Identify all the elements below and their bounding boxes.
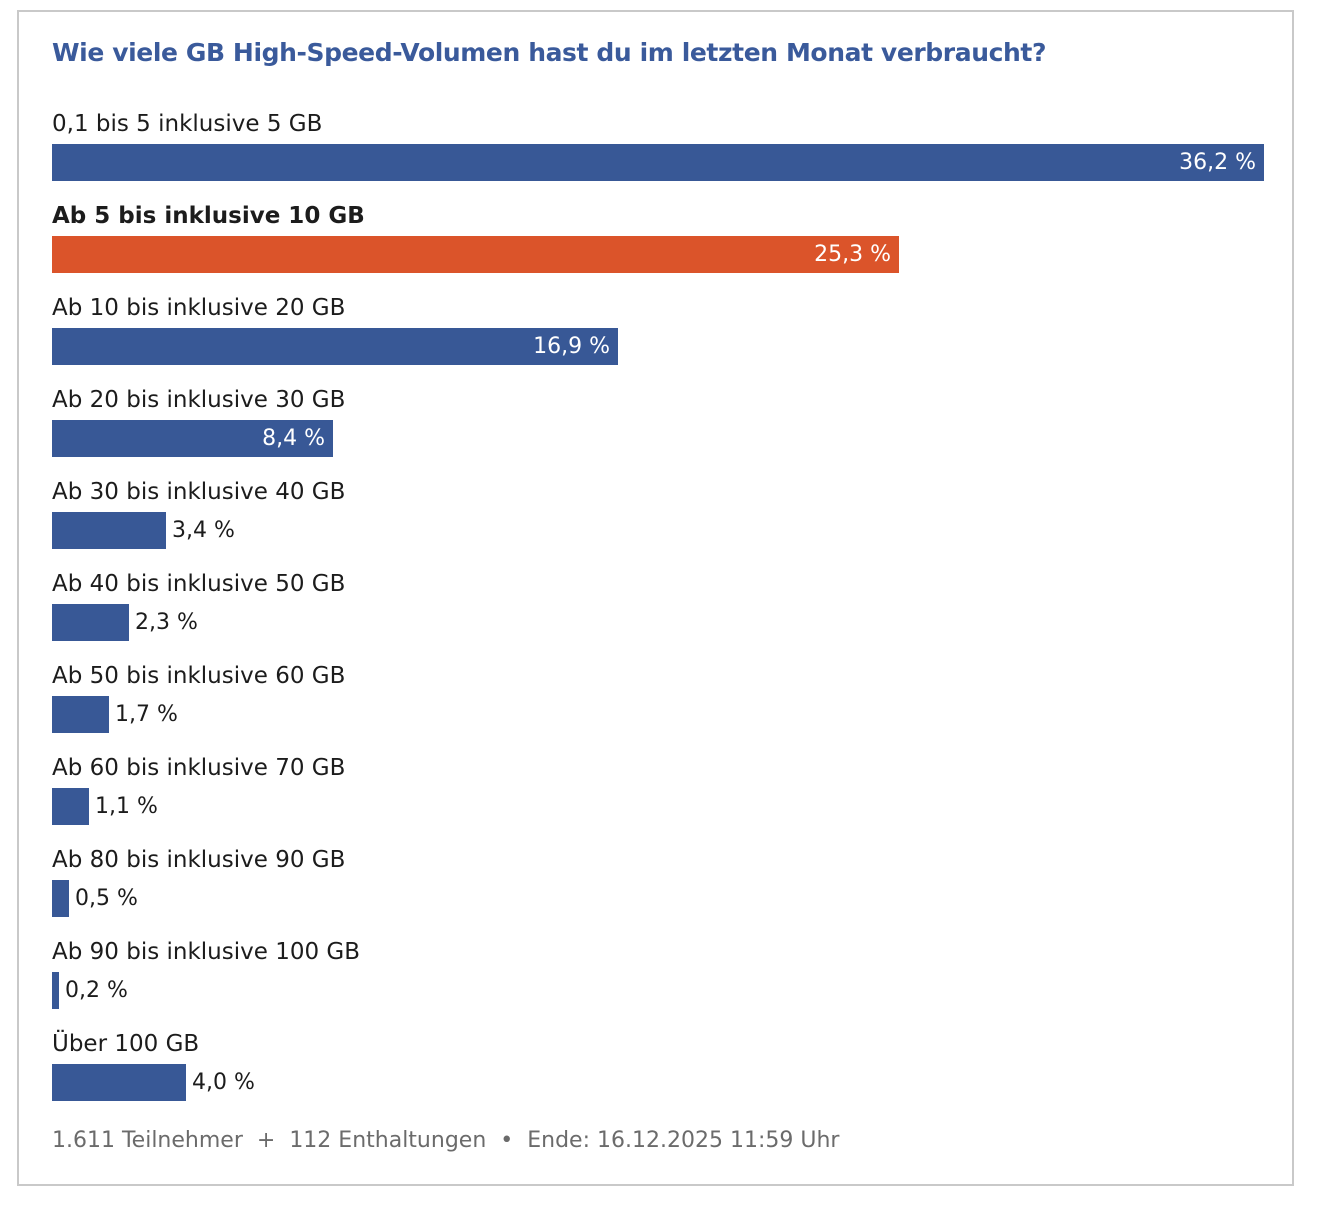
bullet-separator: • <box>500 1128 514 1153</box>
result-bar <box>52 1064 186 1101</box>
option-label: Ab 80 bis inklusive 90 GB <box>52 847 346 873</box>
poll-option: Ab 10 bis inklusive 20 GB 16,9 % <box>52 294 1264 374</box>
percentage-label: 2,3 % <box>135 610 198 635</box>
result-bar <box>52 696 109 733</box>
poll-end-date: Ende: 16.12.2025 11:59 Uhr <box>527 1128 840 1153</box>
percentage-label: 8,4 % <box>262 426 325 451</box>
poll-option: Ab 80 bis inklusive 90 GB 0,5 % <box>52 846 1264 926</box>
option-label: 0,1 bis 5 inklusive 5 GB <box>52 111 323 137</box>
option-label: Ab 50 bis inklusive 60 GB <box>52 663 346 689</box>
poll-option: Ab 5 bis inklusive 10 GB 25,3 % <box>52 202 1264 282</box>
option-label: Ab 40 bis inklusive 50 GB <box>52 571 346 597</box>
option-label: Ab 10 bis inklusive 20 GB <box>52 295 346 321</box>
result-bar <box>52 972 59 1009</box>
poll-option: Ab 50 bis inklusive 60 GB 1,7 % <box>52 662 1264 742</box>
poll-option: Ab 40 bis inklusive 50 GB 2,3 % <box>52 570 1264 650</box>
result-bar <box>52 328 618 365</box>
abstention-count: 112 Enthaltungen <box>289 1128 487 1153</box>
percentage-label: 16,9 % <box>533 334 610 359</box>
poll-option: 0,1 bis 5 inklusive 5 GB 36,2 % <box>52 110 1264 190</box>
plus-separator: + <box>256 1128 276 1153</box>
option-label: Ab 60 bis inklusive 70 GB <box>52 755 346 781</box>
result-bar <box>52 512 166 549</box>
result-bar <box>52 788 89 825</box>
poll-footer: 1.611 Teilnehmer +112 Enthaltungen • Ende: … <box>52 1128 839 1153</box>
poll-option: Über 100 GB 4,0 % <box>52 1030 1264 1110</box>
result-bar <box>52 236 899 273</box>
participant-count: 1.611 Teilnehmer <box>52 1128 243 1153</box>
option-label: Ab 30 bis inklusive 40 GB <box>52 479 346 505</box>
poll-option: Ab 90 bis inklusive 100 GB 0,2 % <box>52 938 1264 1018</box>
result-bar <box>52 604 129 641</box>
option-label: Ab 20 bis inklusive 30 GB <box>52 387 346 413</box>
percentage-label: 36,2 % <box>1179 150 1256 175</box>
poll-option: Ab 30 bis inklusive 40 GB 3,4 % <box>52 478 1264 558</box>
poll-title: Wie viele GB High-Speed-Volumen hast du … <box>52 38 1047 67</box>
poll-card: Wie viele GB High-Speed-Volumen hast du … <box>17 10 1294 1186</box>
result-bar <box>52 420 333 457</box>
option-label: Ab 5 bis inklusive 10 GB <box>52 203 365 229</box>
percentage-label: 1,7 % <box>115 702 178 727</box>
percentage-label: 0,2 % <box>65 978 128 1003</box>
poll-option: Ab 60 bis inklusive 70 GB 1,1 % <box>52 754 1264 834</box>
percentage-label: 1,1 % <box>95 794 158 819</box>
percentage-label: 0,5 % <box>75 886 138 911</box>
option-label: Über 100 GB <box>52 1031 200 1057</box>
result-bar <box>52 144 1264 181</box>
percentage-label: 25,3 % <box>814 242 891 267</box>
percentage-label: 3,4 % <box>172 518 235 543</box>
percentage-label: 4,0 % <box>192 1070 255 1095</box>
option-label: Ab 90 bis inklusive 100 GB <box>52 939 361 965</box>
poll-option: Ab 20 bis inklusive 30 GB 8,4 % <box>52 386 1264 466</box>
result-bar <box>52 880 69 917</box>
